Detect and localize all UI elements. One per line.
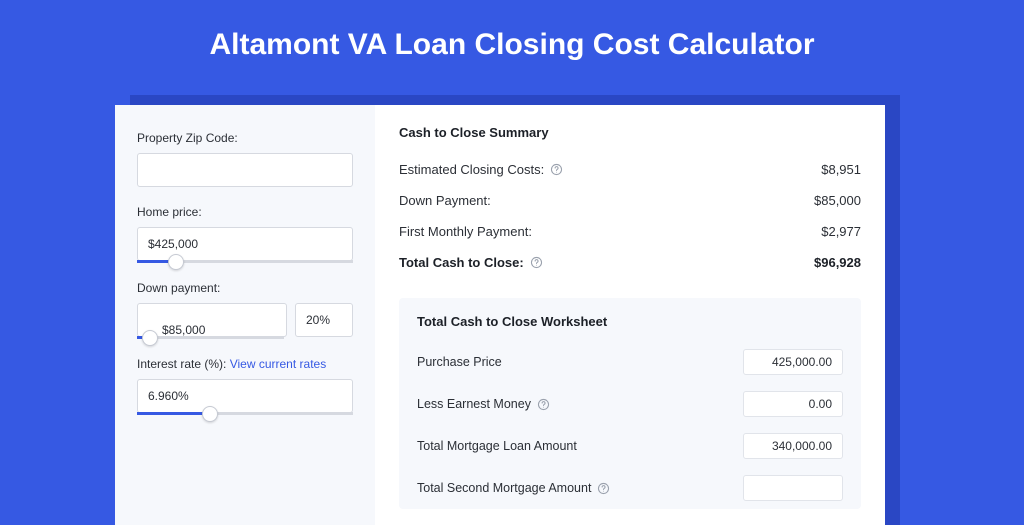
worksheet-row: Less Earnest Money 0.00 bbox=[417, 383, 843, 425]
down-payment-pct-input[interactable] bbox=[295, 303, 353, 337]
field-home-price: Home price: bbox=[137, 205, 353, 263]
down-payment-slider-thumb[interactable] bbox=[142, 330, 158, 346]
home-price-label: Home price: bbox=[137, 205, 353, 219]
summary-row-value: $85,000 bbox=[814, 193, 861, 208]
view-current-rates-link[interactable]: View current rates bbox=[230, 357, 327, 371]
summary-row-value: $8,951 bbox=[821, 162, 861, 177]
field-zip: Property Zip Code: bbox=[137, 131, 353, 187]
worksheet-title: Total Cash to Close Worksheet bbox=[417, 314, 843, 329]
main-panel: Cash to Close Summary Estimated Closing … bbox=[375, 105, 885, 525]
zip-input[interactable] bbox=[137, 153, 353, 187]
down-payment-slider[interactable] bbox=[137, 336, 284, 339]
summary-row: Down Payment: $85,000 bbox=[399, 185, 861, 216]
zip-label: Property Zip Code: bbox=[137, 131, 353, 145]
worksheet-row-value[interactable]: 425,000.00 bbox=[743, 349, 843, 375]
worksheet-row-value[interactable]: 0.00 bbox=[743, 391, 843, 417]
summary-total-row: Total Cash to Close: $96,928 bbox=[399, 247, 861, 278]
help-icon[interactable] bbox=[597, 482, 610, 495]
worksheet-row-label: Total Second Mortgage Amount bbox=[417, 481, 591, 495]
summary-total-value: $96,928 bbox=[814, 255, 861, 270]
worksheet-row: Total Second Mortgage Amount bbox=[417, 467, 843, 509]
worksheet-row: Purchase Price 425,000.00 bbox=[417, 341, 843, 383]
calculator-frame: Property Zip Code: Home price: Down paym… bbox=[115, 105, 885, 525]
interest-rate-label-text: Interest rate (%): bbox=[137, 357, 226, 371]
help-icon[interactable] bbox=[550, 163, 563, 176]
worksheet-panel: Total Cash to Close Worksheet Purchase P… bbox=[399, 298, 861, 509]
home-price-slider-thumb[interactable] bbox=[168, 254, 184, 270]
worksheet-row-label: Total Mortgage Loan Amount bbox=[417, 439, 577, 453]
down-payment-label: Down payment: bbox=[137, 281, 353, 295]
down-payment-input[interactable] bbox=[137, 303, 287, 337]
summary-row-label: Down Payment: bbox=[399, 193, 491, 208]
home-price-slider[interactable] bbox=[137, 260, 353, 263]
summary-row: First Monthly Payment: $2,977 bbox=[399, 216, 861, 247]
worksheet-row-value[interactable]: 340,000.00 bbox=[743, 433, 843, 459]
field-down-payment: Down payment: bbox=[137, 281, 353, 339]
summary-row-label: First Monthly Payment: bbox=[399, 224, 532, 239]
worksheet-row-value[interactable] bbox=[743, 475, 843, 501]
worksheet-row-label: Less Earnest Money bbox=[417, 397, 531, 411]
interest-rate-slider-fill bbox=[137, 412, 210, 415]
page-title: Altamont VA Loan Closing Cost Calculator bbox=[0, 0, 1024, 84]
help-icon[interactable] bbox=[530, 256, 543, 269]
help-icon[interactable] bbox=[537, 398, 550, 411]
worksheet-row: Total Mortgage Loan Amount 340,000.00 bbox=[417, 425, 843, 467]
summary-title: Cash to Close Summary bbox=[399, 125, 861, 140]
summary-row-value: $2,977 bbox=[821, 224, 861, 239]
interest-rate-slider-thumb[interactable] bbox=[202, 406, 218, 422]
summary-row: Estimated Closing Costs: $8,951 bbox=[399, 154, 861, 185]
interest-rate-label: Interest rate (%): View current rates bbox=[137, 357, 353, 371]
interest-rate-input[interactable] bbox=[137, 379, 353, 413]
summary-row-label: Estimated Closing Costs: bbox=[399, 162, 544, 177]
field-interest-rate: Interest rate (%): View current rates bbox=[137, 357, 353, 415]
summary-total-label: Total Cash to Close: bbox=[399, 255, 524, 270]
interest-rate-slider[interactable] bbox=[137, 412, 353, 415]
worksheet-row-label: Purchase Price bbox=[417, 355, 502, 369]
sidebar: Property Zip Code: Home price: Down paym… bbox=[115, 105, 375, 525]
